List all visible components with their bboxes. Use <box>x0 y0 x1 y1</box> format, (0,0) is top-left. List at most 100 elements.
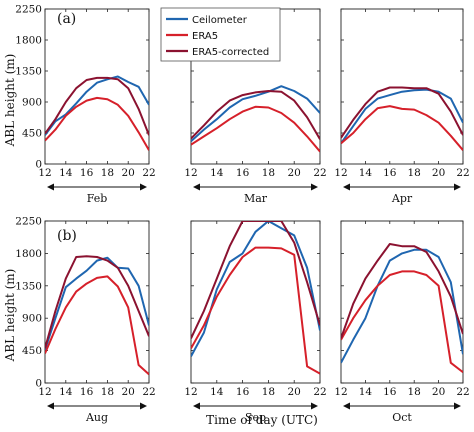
x-tick-label: 22 <box>456 167 469 179</box>
x-tick-label: 14 <box>59 386 73 398</box>
x-tick-label: 14 <box>59 167 73 179</box>
arrow-head-left-aug <box>47 402 54 410</box>
x-tick-label: 22 <box>313 167 326 179</box>
arrow-head-right-oct <box>454 402 461 410</box>
arrow-head-right-aug <box>140 402 147 410</box>
x-tick-label: 20 <box>288 386 301 398</box>
arrow-head-right-sep <box>311 402 318 410</box>
series-line-era5-oct <box>341 270 463 373</box>
arrow-head-left-oct <box>343 402 350 410</box>
x-tick-label: 20 <box>122 167 135 179</box>
series-line-ceilometer-sep <box>191 221 320 357</box>
arrow-head-left-feb <box>47 183 54 191</box>
y-tick-label: 1350 <box>15 66 42 78</box>
x-tick-label: 20 <box>432 386 445 398</box>
series-line-ceilometer-mar <box>191 85 320 143</box>
x-tick-label: 12 <box>334 386 347 398</box>
x-tick-label: 18 <box>262 386 275 398</box>
legend-label-era5: ERA5 <box>192 31 218 42</box>
y-tick-label: 2250 <box>15 216 42 228</box>
panel-frame-apr <box>340 8 464 165</box>
y-tick-label: 450 <box>22 345 42 357</box>
tick-labels: 12 14 16 18 20 22 0 450 900 1350 1800 2250 12 14 16 18 2… <box>15 4 469 399</box>
series-line-ceilometer-feb <box>45 75 149 136</box>
x-tick-label: 14 <box>210 167 224 179</box>
series-line-era5-apr <box>341 105 463 151</box>
panel-frame-aug <box>44 220 150 384</box>
x-tick-label: 16 <box>80 167 94 179</box>
x-tick-label: 18 <box>408 386 421 398</box>
month-label-aug: Aug <box>85 411 108 424</box>
x-tick-label: 22 <box>456 386 469 398</box>
series-line-era5-corrected-oct <box>341 243 463 339</box>
panel-label-b: (b) <box>57 228 77 244</box>
arrow-head-right-apr <box>454 183 461 191</box>
x-tick-label: 16 <box>236 386 250 398</box>
month-label-apr: Apr <box>391 192 413 205</box>
x-tick-label: 16 <box>80 386 94 398</box>
series-line-era5-corrected-aug <box>45 255 149 349</box>
x-tick-label: 22 <box>313 386 326 398</box>
series-line-era5-corrected-sep <box>191 221 320 339</box>
arrow-head-right-mar <box>311 183 318 191</box>
x-tick-label: 18 <box>262 167 275 179</box>
y-tick-label: 0 <box>35 159 42 171</box>
arrow-head-left-sep <box>193 402 200 410</box>
y-tick-label: 900 <box>22 313 42 325</box>
x-tick-label: 12 <box>334 167 347 179</box>
series-line-ceilometer-apr <box>341 88 463 144</box>
arrow-head-left-apr <box>343 183 350 191</box>
legend-label-era5-corrected: ERA5-corrected <box>192 47 269 58</box>
x-tick-label: 20 <box>122 386 135 398</box>
series-group-aug <box>45 255 149 376</box>
panel-frame-oct <box>340 220 464 384</box>
series-line-era5-feb <box>45 96 149 151</box>
series-group-mar <box>191 85 320 153</box>
series-group-apr <box>341 86 463 151</box>
month-arrows: Feb Mar Apr Aug Sep Oct <box>47 183 461 424</box>
month-label-sep: Sep <box>245 411 266 424</box>
x-tick-label: 18 <box>101 386 114 398</box>
arrow-head-right-feb <box>140 183 147 191</box>
x-tick-label: 12 <box>184 167 197 179</box>
month-label-mar: Mar <box>244 192 268 205</box>
series-line-ceilometer-oct <box>341 248 463 364</box>
y-tick-label: 900 <box>22 97 42 109</box>
x-tick-label: 14 <box>210 386 224 398</box>
x-tick-label: 16 <box>236 167 250 179</box>
series-line-era5-aug <box>45 275 149 376</box>
series-line-era5-corrected-apr <box>341 86 463 139</box>
x-tick-label: 12 <box>38 386 51 398</box>
y-axis-label-top: ABL height (m) <box>3 54 17 148</box>
y-tick-label: 0 <box>35 378 42 390</box>
series-line-era5-corrected-feb <box>45 76 149 136</box>
panel-label-a: (a) <box>57 11 76 27</box>
arrow-head-left-mar <box>193 183 200 191</box>
panel-frame-feb <box>44 8 150 165</box>
x-tick-label: 16 <box>383 167 397 179</box>
x-tick-label: 22 <box>142 386 155 398</box>
series-group-oct <box>341 243 463 373</box>
x-tick-label: 20 <box>432 167 445 179</box>
y-tick-label: 1800 <box>15 248 42 260</box>
x-tick-label: 18 <box>101 167 114 179</box>
series-lines <box>45 75 463 376</box>
x-tick-label: 14 <box>359 167 373 179</box>
legend: Ceilometer ERA5 ERA5-corrected <box>160 7 281 62</box>
series-line-era5-mar <box>191 105 320 153</box>
y-tick-label: 1350 <box>15 280 42 292</box>
x-axis-label: Time of day (UTC) <box>206 413 318 427</box>
x-tick-label: 12 <box>184 386 197 398</box>
legend-label-ceilometer: Ceilometer <box>192 15 248 26</box>
y-tick-label: 2250 <box>15 4 42 16</box>
x-tick-label: 12 <box>38 167 51 179</box>
y-tick-label: 1800 <box>15 35 42 47</box>
month-label-oct: Oct <box>392 411 412 424</box>
series-line-era5-corrected-mar <box>191 90 320 140</box>
x-tick-label: 18 <box>408 167 421 179</box>
month-label-feb: Feb <box>87 192 108 205</box>
series-line-ceilometer-aug <box>45 256 149 351</box>
x-tick-label: 20 <box>288 167 301 179</box>
series-group-sep <box>191 221 320 375</box>
